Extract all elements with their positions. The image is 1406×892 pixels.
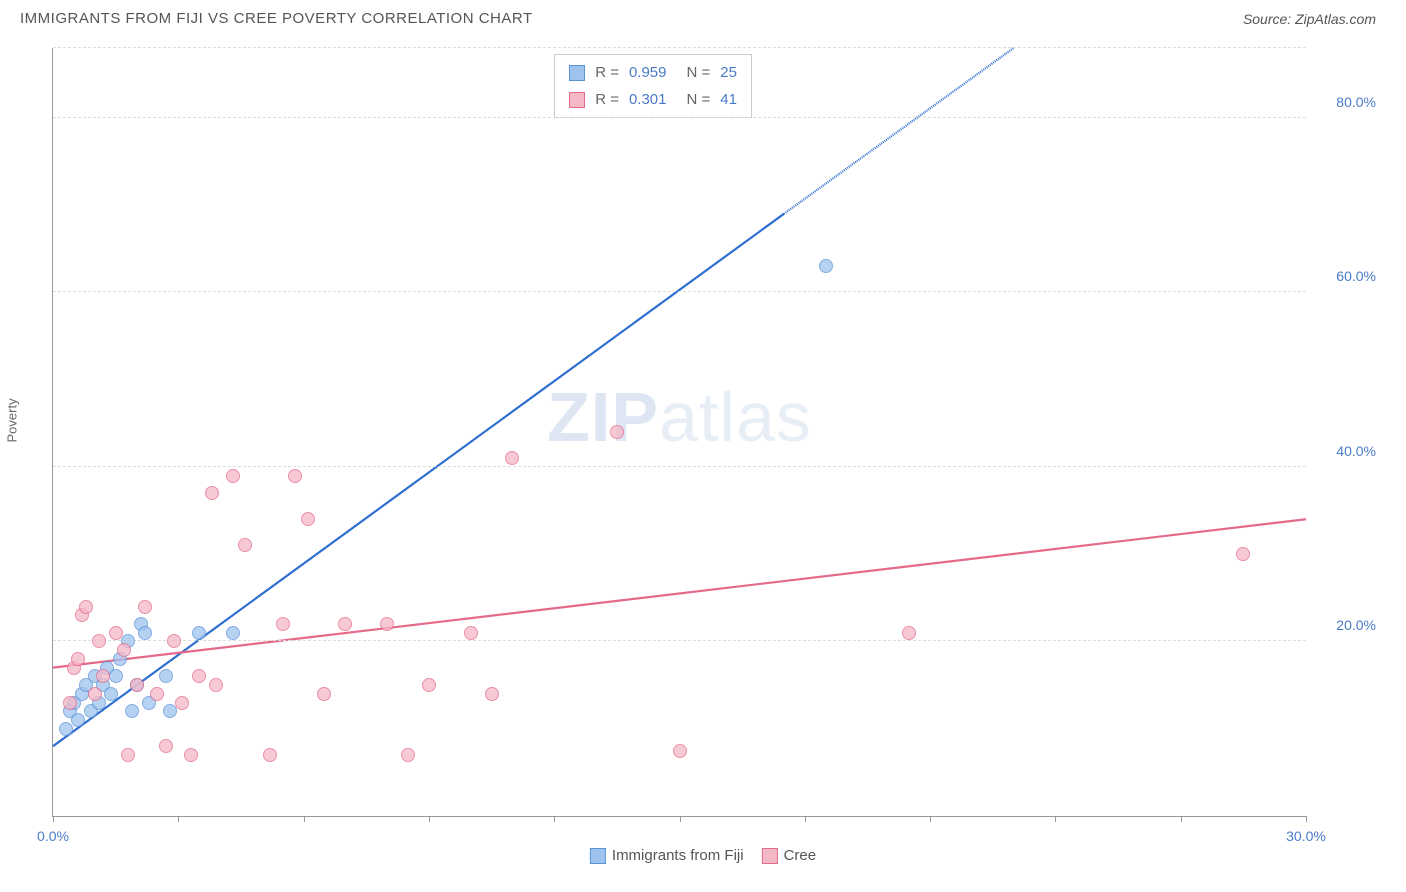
- scatter-point: [819, 259, 833, 273]
- legend-swatch: [590, 848, 606, 864]
- scatter-point: [505, 451, 519, 465]
- scatter-point: [175, 696, 189, 710]
- scatter-point: [59, 722, 73, 736]
- legend-swatch: [569, 65, 585, 81]
- scatter-point: [1236, 547, 1250, 561]
- regression-line: [53, 214, 784, 746]
- x-tick: [53, 816, 54, 822]
- legend-item: Cree: [762, 847, 817, 864]
- legend-label: Immigrants from Fiji: [612, 847, 744, 864]
- scatter-point: [422, 678, 436, 692]
- r-label: R =: [595, 59, 619, 86]
- scatter-point: [673, 744, 687, 758]
- scatter-point: [317, 687, 331, 701]
- scatter-point: [159, 739, 173, 753]
- x-tick: [680, 816, 681, 822]
- n-value: 41: [720, 86, 737, 113]
- scatter-point: [485, 687, 499, 701]
- x-tick: [1306, 816, 1307, 822]
- scatter-point: [263, 748, 277, 762]
- legend-item: Immigrants from Fiji: [590, 847, 744, 864]
- scatter-point: [192, 669, 206, 683]
- legend-label: Cree: [784, 847, 817, 864]
- scatter-point: [192, 626, 206, 640]
- scatter-point: [121, 748, 135, 762]
- scatter-point: [205, 486, 219, 500]
- scatter-point: [401, 748, 415, 762]
- gridline-h: [53, 291, 1306, 292]
- gridline-h: [53, 640, 1306, 641]
- regression-lines: [53, 48, 1306, 816]
- scatter-point: [71, 652, 85, 666]
- scatter-point: [117, 643, 131, 657]
- scatter-point: [109, 626, 123, 640]
- n-label: N =: [687, 59, 711, 86]
- scatter-point: [138, 626, 152, 640]
- scatter-point: [96, 669, 110, 683]
- scatter-point: [184, 748, 198, 762]
- scatter-point: [338, 617, 352, 631]
- scatter-point: [902, 626, 916, 640]
- r-value: 0.959: [629, 59, 667, 86]
- scatter-point: [301, 512, 315, 526]
- scatter-point: [464, 626, 478, 640]
- x-tick: [178, 816, 179, 822]
- scatter-point: [92, 634, 106, 648]
- scatter-point: [226, 469, 240, 483]
- scatter-point: [71, 713, 85, 727]
- gridline-h: [53, 117, 1306, 118]
- scatter-point: [88, 687, 102, 701]
- scatter-point: [380, 617, 394, 631]
- scatter-point: [125, 704, 139, 718]
- scatter-point: [109, 669, 123, 683]
- scatter-point: [226, 626, 240, 640]
- series-legend: Immigrants from Fiji Cree: [590, 847, 816, 864]
- n-label: N =: [687, 86, 711, 113]
- legend-swatch: [569, 92, 585, 108]
- x-tick: [304, 816, 305, 822]
- scatter-point: [276, 617, 290, 631]
- x-tick: [1181, 816, 1182, 822]
- chart-title: IMMIGRANTS FROM FIJI VS CREE POVERTY COR…: [20, 10, 533, 27]
- r-value: 0.301: [629, 86, 667, 113]
- x-tick: [554, 816, 555, 822]
- scatter-point: [288, 469, 302, 483]
- x-tick: [805, 816, 806, 822]
- x-tick-label: 30.0%: [1286, 828, 1326, 844]
- y-tick-label: 80.0%: [1336, 94, 1376, 110]
- y-tick-label: 40.0%: [1336, 443, 1376, 459]
- stats-legend-box: R = 0.959 N = 25 R = 0.301 N = 41: [554, 54, 752, 118]
- scatter-point: [130, 678, 144, 692]
- scatter-point: [138, 600, 152, 614]
- scatter-point: [159, 669, 173, 683]
- scatter-point: [163, 704, 177, 718]
- regression-line: [784, 48, 1014, 214]
- n-value: 25: [720, 59, 737, 86]
- legend-swatch: [762, 848, 778, 864]
- scatter-point: [167, 634, 181, 648]
- stats-row: R = 0.959 N = 25: [569, 59, 737, 86]
- scatter-point: [150, 687, 164, 701]
- r-label: R =: [595, 86, 619, 113]
- y-tick-label: 20.0%: [1336, 617, 1376, 633]
- x-tick: [930, 816, 931, 822]
- scatter-point: [104, 687, 118, 701]
- source-attribution: Source: ZipAtlas.com: [1243, 11, 1376, 27]
- y-tick-label: 60.0%: [1336, 268, 1376, 284]
- gridline-h: [53, 47, 1306, 48]
- stats-row: R = 0.301 N = 41: [569, 86, 737, 113]
- x-tick-label: 0.0%: [37, 828, 69, 844]
- gridline-h: [53, 466, 1306, 467]
- scatter-point: [238, 538, 252, 552]
- scatter-point: [79, 600, 93, 614]
- scatter-point: [63, 696, 77, 710]
- x-tick: [1055, 816, 1056, 822]
- x-tick: [429, 816, 430, 822]
- chart-container: Poverty ZIPatlas R =0.959N =25R =0.301N …: [20, 38, 1386, 872]
- scatter-point: [610, 425, 624, 439]
- plot-area: ZIPatlas R =0.959N =25R =0.301N =41 20.0…: [52, 48, 1306, 817]
- y-axis-label: Poverty: [5, 398, 20, 442]
- scatter-point: [209, 678, 223, 692]
